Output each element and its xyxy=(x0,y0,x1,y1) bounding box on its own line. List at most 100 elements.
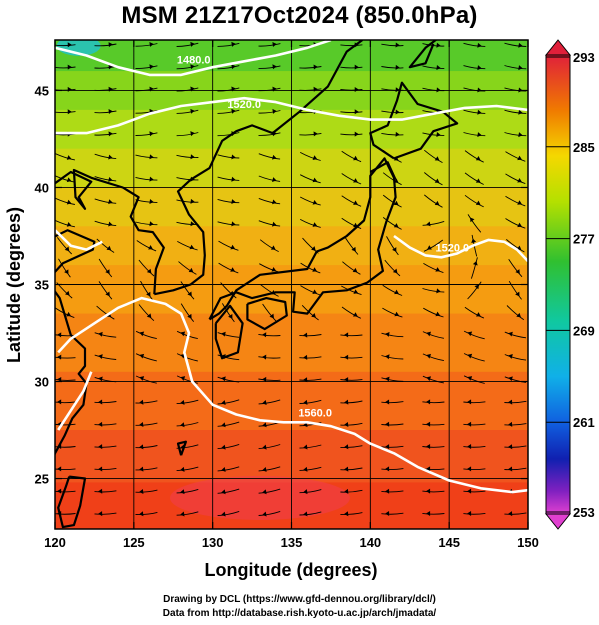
streamline-arrowhead xyxy=(344,377,349,383)
streamline-arrowhead xyxy=(467,331,473,337)
contour-label: 1520.0 xyxy=(227,99,261,111)
streamline-arrowhead xyxy=(344,488,349,494)
streamline-arrowhead xyxy=(385,444,390,450)
streamline-arrowhead xyxy=(180,422,185,428)
colorbar-tick-label: 285 xyxy=(573,140,595,155)
streamline-arrowhead xyxy=(221,376,226,382)
streamline xyxy=(341,306,361,319)
colorbar-scale xyxy=(545,54,571,515)
streamline xyxy=(463,353,485,362)
streamline-arrowhead xyxy=(353,178,358,183)
streamline xyxy=(258,110,281,114)
streamline-arrowhead xyxy=(272,199,277,205)
streamline xyxy=(258,378,281,381)
streamline-arrowhead xyxy=(353,155,358,161)
streamline-arrowhead xyxy=(221,354,226,359)
streamline xyxy=(299,88,322,91)
streamline xyxy=(504,445,527,448)
streamline xyxy=(463,65,486,70)
streamline-arrowhead xyxy=(228,314,233,319)
streamline-arrowhead xyxy=(303,377,308,383)
streamline xyxy=(94,88,117,91)
streamline-arrowhead xyxy=(385,376,390,382)
streamline xyxy=(340,467,363,471)
streamline-arrowhead xyxy=(508,376,513,382)
coastline-segment xyxy=(369,161,397,181)
streamline xyxy=(463,375,485,384)
streamline-arrowhead xyxy=(271,266,277,272)
streamline xyxy=(381,132,404,136)
contour-label: 1480.0 xyxy=(177,54,211,66)
streamline-arrowhead xyxy=(392,247,397,252)
streamline xyxy=(217,132,240,137)
streamline xyxy=(422,65,445,69)
streamline xyxy=(258,43,281,47)
streamline xyxy=(422,401,445,404)
streamline xyxy=(94,153,117,160)
streamline xyxy=(299,174,321,184)
contour-label: 1560.0 xyxy=(298,407,332,419)
streamline xyxy=(381,468,404,471)
streamline-arrowhead xyxy=(139,353,145,359)
streamline xyxy=(504,132,527,137)
streamline xyxy=(381,66,404,69)
streamline xyxy=(135,221,158,226)
streamline xyxy=(217,443,240,450)
streamline-arrowhead xyxy=(353,222,358,228)
streamline-arrowhead xyxy=(508,421,513,427)
streamline-arrowhead xyxy=(221,444,226,450)
streamline xyxy=(218,240,239,251)
streamline xyxy=(138,304,155,322)
streamline-arrowhead xyxy=(57,510,62,516)
streamline-arrowhead xyxy=(517,200,522,205)
streamline xyxy=(299,132,322,136)
streamline xyxy=(258,444,281,450)
streamline xyxy=(381,445,404,448)
streamline xyxy=(135,467,158,471)
streamline xyxy=(508,258,523,278)
colorbar-tick-label: 277 xyxy=(573,232,595,247)
streamline xyxy=(467,214,482,233)
streamline-arrowhead xyxy=(426,399,431,405)
streamline-arrowhead xyxy=(394,311,400,317)
streamline-arrowhead xyxy=(434,178,440,183)
streamline-arrowhead xyxy=(394,289,399,295)
streamline-arrowhead xyxy=(180,511,185,517)
streamline-arrowhead xyxy=(188,267,194,273)
streamline xyxy=(94,332,117,338)
streamline xyxy=(176,353,198,362)
streamline-arrowhead xyxy=(106,245,112,251)
streamline-arrowhead xyxy=(353,289,359,294)
streamline xyxy=(504,331,527,339)
streamline-arrowhead xyxy=(393,178,399,183)
streamline xyxy=(217,198,240,204)
streamline-arrowhead xyxy=(385,399,390,405)
chart-title: MSM 21Z17Oct2024 (850.0hPa) xyxy=(121,2,478,29)
streamline-arrowhead xyxy=(98,511,103,517)
streamline xyxy=(422,87,445,92)
streamline xyxy=(340,422,363,426)
streamline xyxy=(340,379,363,381)
streamline xyxy=(217,376,240,383)
streamline-arrowhead xyxy=(352,267,358,273)
streamline-arrowhead xyxy=(435,311,441,317)
streamline-arrowhead xyxy=(303,354,308,360)
streamline-arrowhead xyxy=(98,421,103,427)
streamline-arrowhead xyxy=(67,42,72,48)
streamline xyxy=(423,263,444,274)
streamline xyxy=(340,111,363,113)
streamline-arrowhead xyxy=(64,246,70,252)
streamline xyxy=(299,466,322,471)
streamline xyxy=(505,151,526,162)
streamline xyxy=(340,66,363,69)
streamline xyxy=(463,445,486,448)
streamline-arrowhead xyxy=(269,313,274,319)
streamline xyxy=(98,258,113,278)
streamline-arrowhead xyxy=(392,268,398,274)
streamline-arrowhead xyxy=(303,332,308,338)
streamline-arrowhead xyxy=(108,42,113,48)
streamline xyxy=(505,218,526,229)
streamline-arrowhead xyxy=(313,86,318,92)
streamline xyxy=(504,42,527,47)
streamline-arrowhead xyxy=(221,422,226,428)
